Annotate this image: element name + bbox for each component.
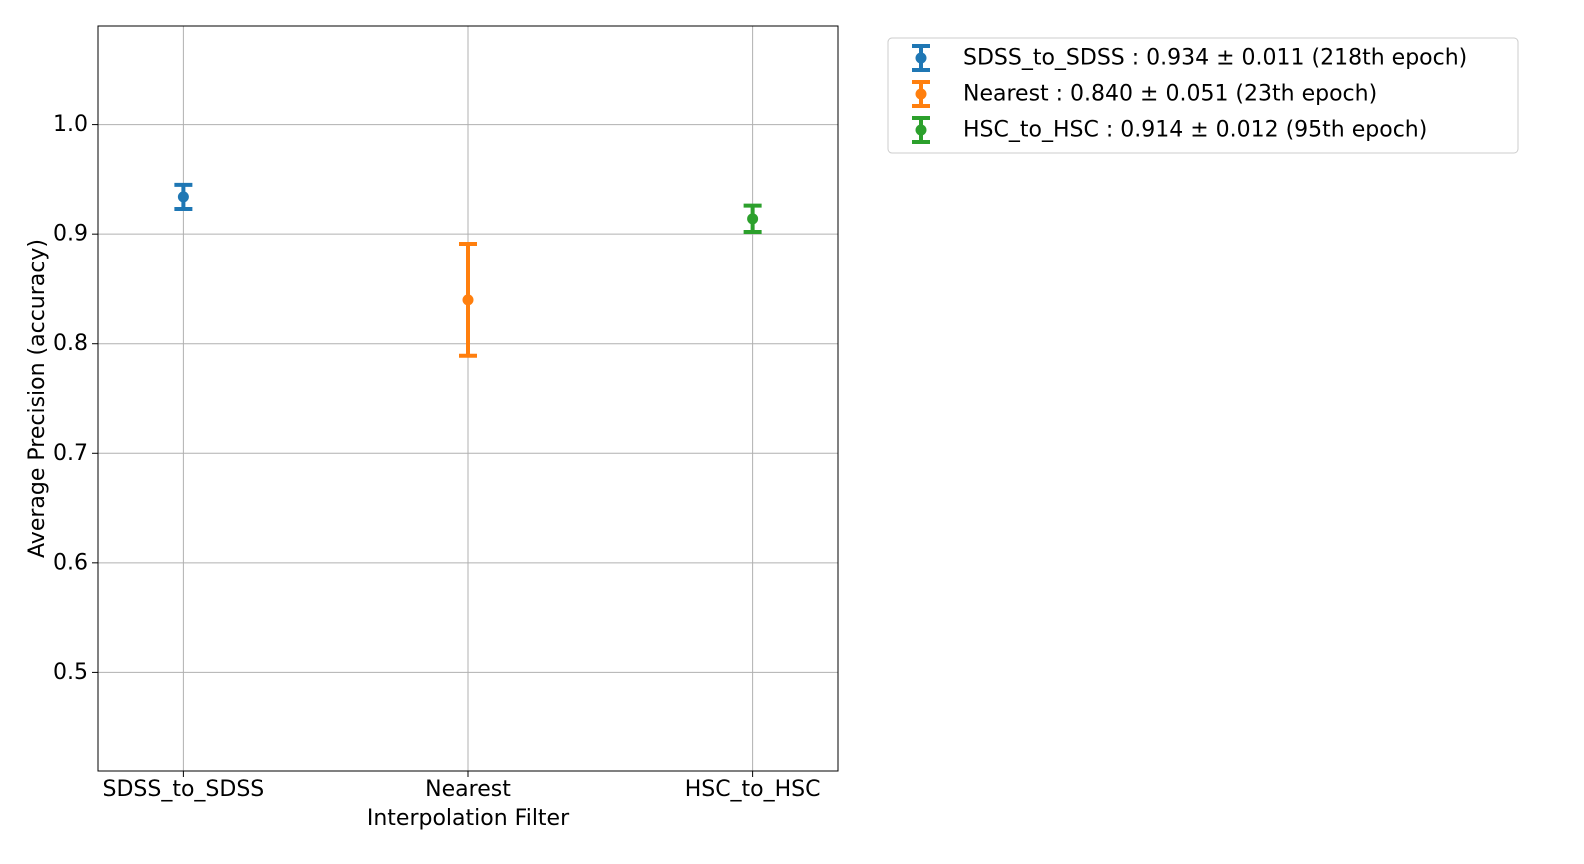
legend: SDSS_to_SDSS : 0.934 ± 0.011 (218th epoc… <box>887 37 1519 154</box>
x-axis-label: Interpolation Filter <box>367 806 570 831</box>
y-tick-label: 0.5 <box>53 660 88 685</box>
legend-box <box>887 37 1519 154</box>
y-tick-label: 0.6 <box>53 550 88 575</box>
y-axis-label: Average Precision (accuracy) <box>25 239 50 558</box>
legend-point <box>915 124 927 136</box>
series-point <box>747 213 759 225</box>
legend-point <box>915 88 927 100</box>
axis-ticks: 0.5 0.6 0.7 0.8 0.9 1.0 SDSS_to_SDSS Nearest HSC… <box>53 112 821 802</box>
y-tick-label: 0.7 <box>53 441 88 466</box>
legend-label: SDSS_to_SDSS : 0.934 ± 0.011 (218th epoc… <box>963 46 1467 71</box>
y-tick-label: 0.9 <box>53 222 88 247</box>
data-marks <box>174 182 762 358</box>
x-tick-label: SDSS_to_SDSS <box>103 777 265 802</box>
y-tick-label: 0.8 <box>53 331 88 356</box>
legend-label: HSC_to_HSC : 0.914 ± 0.012 (95th epoch) <box>963 118 1427 143</box>
x-tick-label: Nearest <box>425 777 511 802</box>
x-tick-label: HSC_to_HSC <box>685 777 821 802</box>
legend-label: Nearest : 0.840 ± 0.051 (23th epoch) <box>963 82 1377 107</box>
legend-point <box>915 52 927 64</box>
series-point <box>462 294 474 306</box>
grid <box>98 26 838 771</box>
y-tick-label: 1.0 <box>53 112 88 137</box>
series-point <box>177 191 189 203</box>
